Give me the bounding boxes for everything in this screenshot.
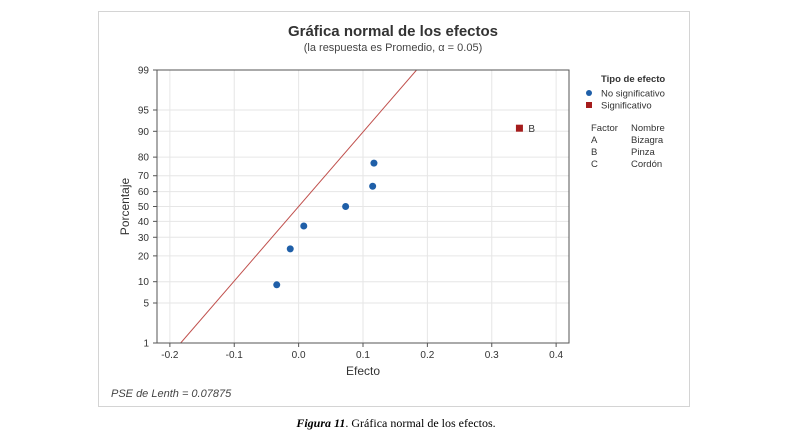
x-tick-label: 0.0 (292, 350, 306, 361)
y-tick-label: 95 (138, 105, 150, 116)
figure-caption-text: . Gráfica normal de los efectos. (345, 416, 496, 430)
lenth-pse-annotation: PSE de Lenth = 0.07875 (111, 388, 232, 400)
y-axis-label: Porcentaje (118, 177, 132, 235)
factor-table-cell: C (591, 159, 598, 170)
factor-table-cell: Pinza (631, 147, 655, 158)
factor-table-cell: Bizagra (631, 135, 664, 146)
y-tick-label: 50 (138, 202, 150, 213)
y-tick-label: 30 (138, 233, 150, 244)
data-point-no-significativo (370, 159, 378, 167)
data-point-no-significativo (342, 203, 350, 210)
x-axis-label: Efecto (346, 364, 380, 378)
x-tick-label: -0.1 (226, 350, 244, 361)
legend-entry: No significativo (601, 89, 665, 100)
x-tick-label: 0.1 (356, 350, 370, 361)
data-point-significativo (515, 124, 523, 132)
figure-label: Figura 11 (296, 416, 346, 430)
point-label: B (528, 124, 535, 135)
y-tick-label: 60 (138, 187, 150, 198)
x-tick-label: 0.3 (485, 350, 499, 361)
legend-title: Tipo de efecto (601, 74, 665, 85)
factor-table-cell: Cordón (631, 159, 662, 170)
data-point-no-significativo (286, 245, 294, 253)
y-tick-label: 20 (138, 251, 150, 262)
factor-table-header: Factor (591, 123, 618, 134)
factor-table-header: Nombre (631, 123, 665, 134)
x-tick-label: -0.2 (161, 350, 179, 361)
y-tick-label: 70 (138, 171, 150, 182)
y-tick-label: 5 (143, 299, 149, 310)
x-tick-label: 0.4 (549, 350, 563, 361)
factor-table-cell: A (591, 135, 598, 146)
y-tick-label: 80 (138, 153, 150, 164)
legend-marker-no-significativo (586, 90, 592, 96)
chart-title: Gráfica normal de los efectos (288, 23, 498, 40)
y-tick-label: 99 (138, 66, 150, 77)
reference-line (180, 70, 417, 343)
data-point-no-significativo (369, 182, 377, 190)
chart-subtitle: (la respuesta es Promedio, α = 0.05) (304, 42, 482, 54)
data-point-no-significativo (300, 222, 308, 230)
legend-marker-significativo (586, 102, 592, 108)
legend-entry: Significativo (601, 101, 652, 112)
chart-frame: Gráfica normal de los efectos (la respues… (98, 11, 690, 407)
data-point-no-significativo (273, 281, 281, 289)
y-tick-label: 10 (138, 277, 150, 288)
y-tick-label: 90 (138, 127, 150, 138)
chart-svg: Gráfica normal de los efectos (la respues… (111, 23, 665, 400)
factor-table-cell: B (591, 147, 597, 158)
y-tick-label: 1 (143, 339, 149, 350)
x-tick-label: 0.2 (420, 350, 434, 361)
figure-caption: Figura 11. Gráfica normal de los efectos… (0, 416, 792, 431)
y-tick-label: 40 (138, 217, 150, 228)
